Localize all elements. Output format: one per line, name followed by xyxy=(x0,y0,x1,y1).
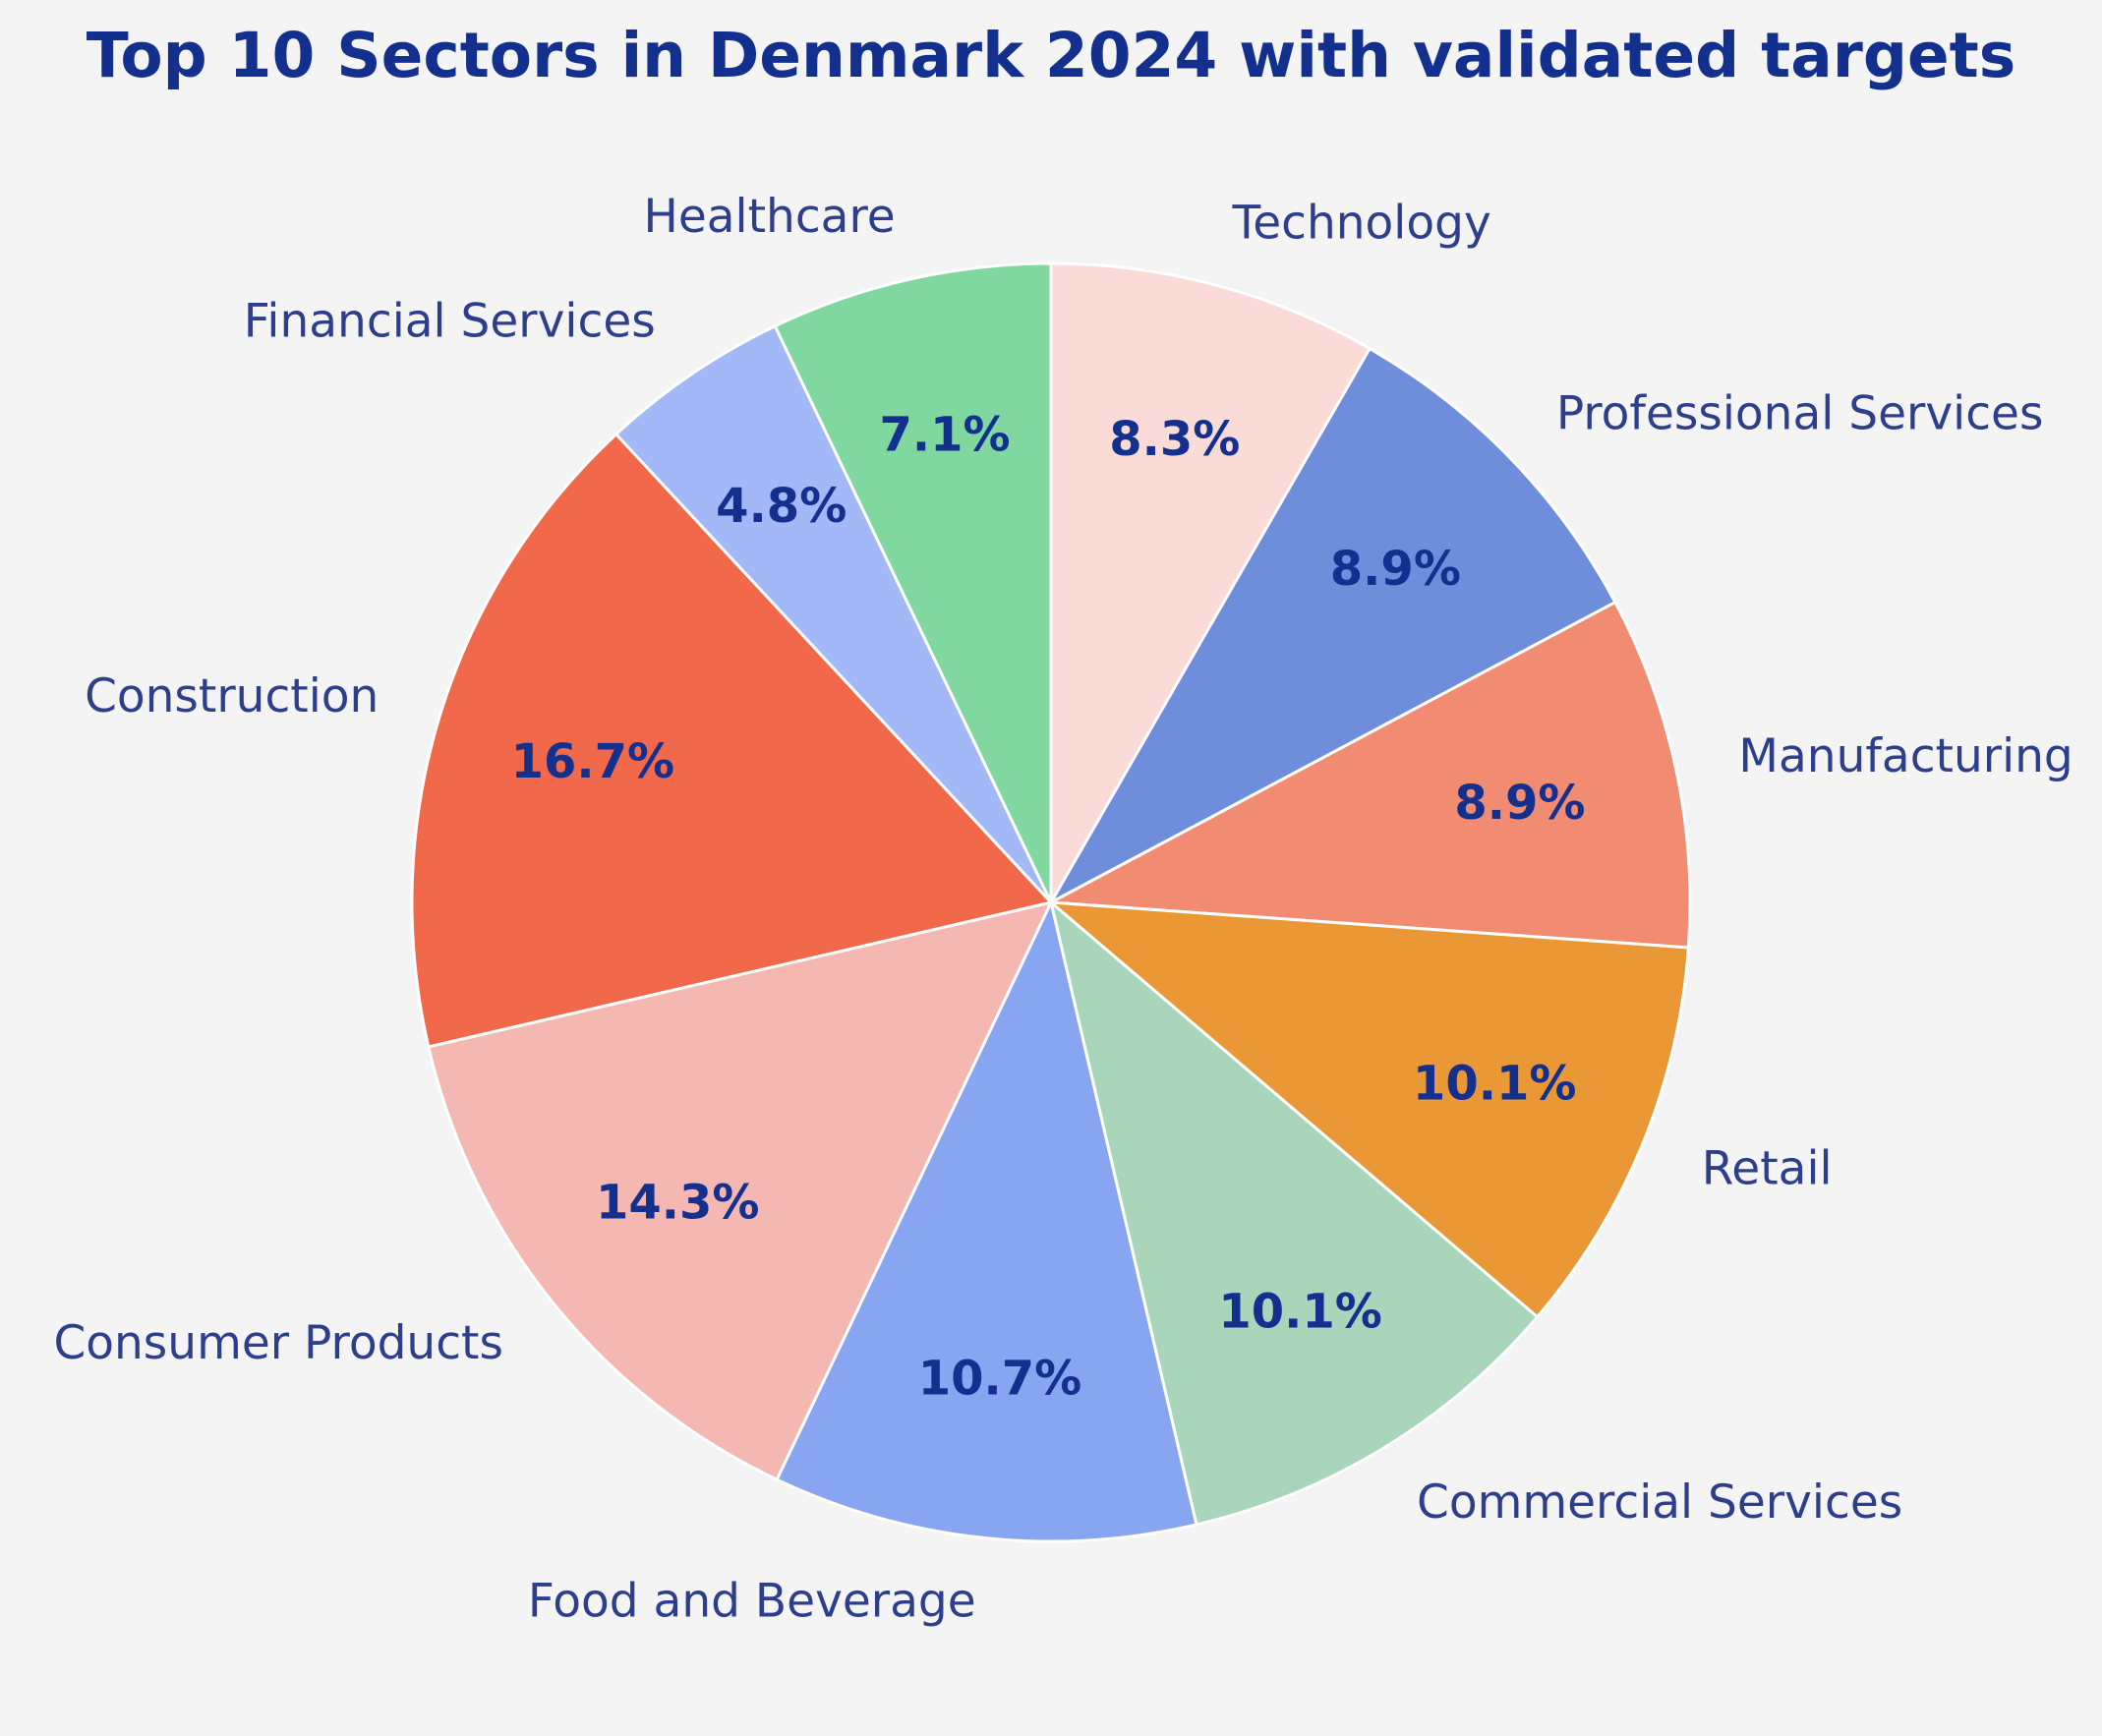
pct-label-commercial-services: 10.1% xyxy=(1218,1284,1382,1339)
pie-slice-technology xyxy=(1049,261,1372,904)
pie-slice-consumer-products xyxy=(427,900,1053,1481)
pie-slice-manufacturing xyxy=(1049,601,1692,950)
slice-labels: Technology Professional Services Manufactu… xyxy=(53,190,2073,1628)
chart-title: Top 10 Sectors in Denmark 2024 with vali… xyxy=(87,20,2016,91)
pct-label-construction: 16.7% xyxy=(511,734,675,789)
pie-slice-healthcare xyxy=(773,261,1053,904)
pct-label-manufacturing: 8.9% xyxy=(1454,776,1585,831)
pie-slice-retail xyxy=(1049,900,1690,1319)
pie-slice-construction xyxy=(410,433,1053,1049)
slice-label-consumer-products: Consumer Products xyxy=(53,1316,503,1370)
slice-label-commercial-services: Commercial Services xyxy=(1417,1476,1902,1530)
slice-label-food-and-beverage: Food and Beverage xyxy=(528,1574,976,1628)
pie-slice-commercial-services xyxy=(1049,900,1540,1527)
pct-label-technology: 8.3% xyxy=(1109,412,1240,467)
pct-label-financial-services: 4.8% xyxy=(716,479,847,534)
slice-label-healthcare: Healthcare xyxy=(643,190,895,244)
pct-label-food-and-beverage: 10.7% xyxy=(918,1352,1082,1407)
pct-label-retail: 10.1% xyxy=(1413,1057,1577,1112)
slice-label-financial-services: Financial Services xyxy=(244,294,656,348)
pie-slice-professional-services xyxy=(1049,347,1617,904)
slice-label-construction: Construction xyxy=(85,669,379,723)
slice-label-manufacturing: Manufacturing xyxy=(1738,729,2073,783)
pct-label-consumer-products: 14.3% xyxy=(596,1176,760,1231)
pie-slice-financial-services xyxy=(614,324,1053,904)
slice-label-professional-services: Professional Services xyxy=(1556,386,2044,440)
pct-label-healthcare: 7.1% xyxy=(879,408,1010,463)
pie-slice-food-and-beverage xyxy=(775,900,1198,1543)
slice-label-technology: Technology xyxy=(1232,197,1491,251)
slice-label-retail: Retail xyxy=(1702,1141,1833,1195)
percentage-labels: 8.3% 8.9% 8.9% 10.1% 10.1% 10.7% 14.3% 16.7% 4.8… xyxy=(511,408,1586,1407)
pie-slices xyxy=(410,261,1692,1543)
pct-label-professional-services: 8.9% xyxy=(1330,542,1461,597)
